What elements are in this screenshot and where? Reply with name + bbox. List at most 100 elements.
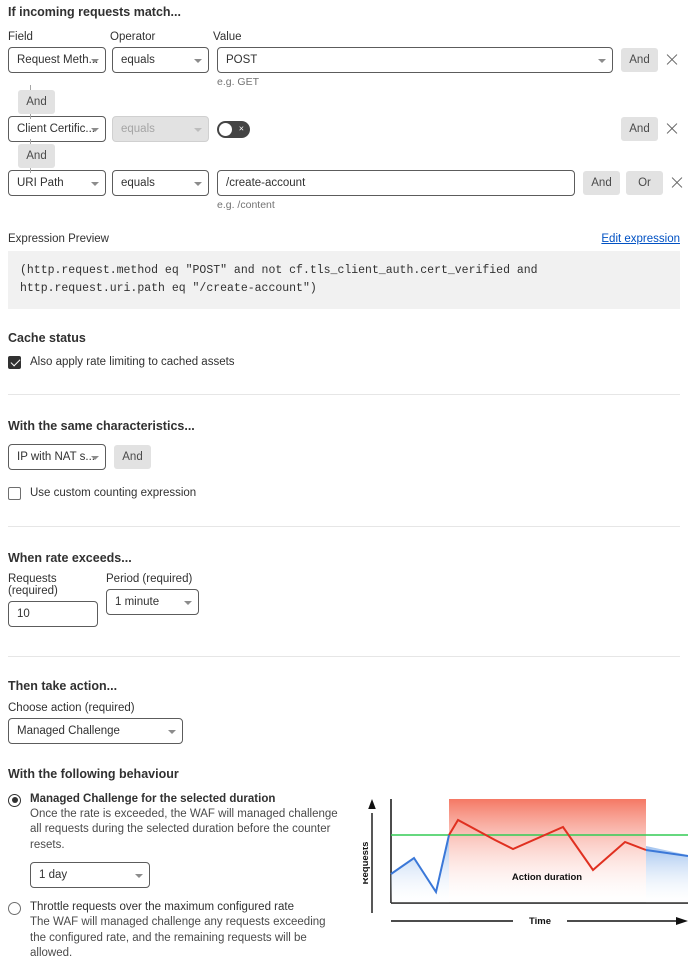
value-hint-3: e.g. /content: [217, 199, 275, 211]
value-cell-3: /create-account e.g. /content: [217, 170, 575, 211]
value-hint-1: e.g. GET: [217, 76, 260, 88]
requests-group: Requests (required) 10: [8, 573, 98, 627]
rule-connector-1: And: [8, 85, 680, 119]
custom-counting-checkbox[interactable]: [8, 486, 21, 500]
period-select[interactable]: 1 minute: [106, 588, 199, 615]
rule-row-2: Client Certific... equals × And: [8, 116, 680, 142]
behaviour-radio-1[interactable]: [8, 793, 21, 807]
or-button-row-3[interactable]: Or: [626, 171, 663, 195]
choose-action-select[interactable]: Managed Challenge: [8, 717, 183, 744]
rate-limit-illustration-chart: Requests: [360, 793, 688, 962]
close-icon[interactable]: [664, 121, 680, 137]
row-actions-2: And: [621, 116, 680, 142]
and-button-row-2[interactable]: And: [621, 117, 658, 141]
characteristics-controls: IP with NAT s... And: [8, 443, 680, 470]
operator-select-3[interactable]: equals: [112, 170, 209, 196]
action-duration-band: [449, 798, 646, 903]
close-icon[interactable]: [669, 175, 685, 191]
rule-row-3: URI Path equals /create-account e.g. /co…: [8, 170, 680, 211]
chevron-down-icon: [91, 128, 99, 132]
cached-assets-row[interactable]: Also apply rate limiting to cached asset…: [8, 355, 680, 369]
behaviour-section: With the following behaviour Managed Cha…: [8, 766, 688, 962]
chevron-down-icon: [135, 874, 143, 879]
close-icon[interactable]: [664, 52, 680, 68]
chevron-down-icon: [168, 729, 176, 734]
rule-row-1: Request Meth... equals POST e.g. GET And: [8, 47, 680, 88]
chevron-down-icon: [598, 59, 606, 63]
period-label: Period (required): [106, 572, 193, 585]
expression-preview-text: (http.request.method eq "POST" and not c…: [8, 251, 680, 309]
chevron-down-icon: [194, 182, 202, 186]
requests-input[interactable]: 10: [8, 600, 98, 627]
toggle-knob: [219, 122, 232, 136]
operator-select-2: equals: [112, 116, 209, 142]
period-select-value: 1 minute: [115, 595, 160, 608]
choose-action-value: Managed Challenge: [17, 724, 120, 737]
duration-select-value: 1 day: [39, 869, 68, 882]
behaviour-option-1[interactable]: Managed Challenge for the selected durat…: [8, 793, 353, 889]
edit-expression-link[interactable]: Edit expression: [601, 233, 680, 245]
custom-counting-label: Use custom counting expression: [30, 487, 197, 500]
cache-status-section: Cache status Also apply rate limiting to…: [8, 331, 680, 369]
cache-status-heading: Cache status: [8, 330, 86, 345]
and-button-row-3[interactable]: And: [583, 171, 620, 195]
column-header-field: Field: [8, 31, 33, 43]
requests-label: Requests (required): [8, 572, 58, 597]
behaviour-option-1-desc: Once the rate is exceeded, the WAF will …: [30, 807, 338, 851]
operator-select-2-value: equals: [121, 123, 155, 135]
behaviour-heading: With the following behaviour: [8, 766, 179, 781]
chevron-down-icon: [194, 128, 202, 132]
behaviour-option-2[interactable]: Throttle requests over the maximum confi…: [8, 901, 353, 962]
chevron-down-icon: [184, 600, 192, 605]
characteristics-heading: With the same characteristics...: [8, 418, 195, 433]
value-select-1-value: POST: [226, 54, 258, 66]
rate-heading: When rate exceeds...: [8, 550, 132, 565]
match-section: If incoming requests match...: [8, 0, 680, 19]
field-select-1-value: Request Meth...: [17, 54, 99, 66]
rate-controls: Requests (required) 10 Period (required)…: [8, 573, 680, 627]
characteristic-select-value: IP with NAT s...: [17, 450, 95, 463]
divider-2: [8, 525, 680, 527]
expression-preview-header: Expression Preview Edit expression: [8, 233, 680, 245]
connector-line-bottom: [30, 166, 31, 173]
behaviour-radio-2[interactable]: [8, 902, 21, 916]
duration-select[interactable]: 1 day: [30, 862, 150, 889]
rule-builder: Field Operator Value Request Meth... equ…: [8, 31, 680, 211]
field-select-3[interactable]: URI Path: [8, 170, 106, 196]
value-select-1[interactable]: POST: [217, 47, 613, 73]
value-input-3[interactable]: /create-account: [217, 170, 575, 196]
connector-line-top: [30, 139, 31, 146]
operator-select-1-value: equals: [121, 54, 155, 66]
chevron-down-icon: [194, 59, 202, 63]
requests-line-above-threshold: [448, 818, 647, 872]
divider-3: [8, 655, 680, 657]
expression-preview-label: Expression Preview: [8, 233, 109, 245]
row-actions-3: And Or: [583, 170, 685, 196]
operator-select-3-value: equals: [121, 177, 155, 189]
operator-select-1[interactable]: equals: [112, 47, 209, 73]
and-button-row-1[interactable]: And: [621, 48, 658, 72]
custom-counting-row[interactable]: Use custom counting expression: [8, 486, 680, 500]
chevron-down-icon: [91, 455, 99, 460]
characteristic-select[interactable]: IP with NAT s...: [8, 443, 106, 470]
connector-and-button-2[interactable]: And: [18, 144, 55, 168]
characteristics-section: With the same characteristics... IP with…: [8, 419, 680, 500]
connector-and-button-1[interactable]: And: [18, 90, 55, 114]
field-select-1[interactable]: Request Meth...: [8, 47, 106, 73]
cert-verified-toggle[interactable]: ×: [217, 120, 250, 138]
rate-section: When rate exceeds... Requests (required)…: [8, 551, 680, 627]
rule-connector-2: And: [8, 139, 680, 173]
cached-assets-label: Also apply rate limiting to cached asset…: [30, 356, 235, 369]
page-title: If incoming requests match...: [8, 5, 181, 19]
connector-line-top: [30, 85, 31, 92]
cached-assets-checkbox[interactable]: [8, 355, 21, 369]
action-duration-annotation: Action duration: [512, 872, 582, 883]
chart-svg: Requests: [360, 798, 688, 928]
characteristics-and-button[interactable]: And: [114, 444, 151, 469]
period-group: Period (required) 1 minute: [106, 573, 199, 627]
row-actions-1: And: [621, 47, 680, 73]
requests-line-below-threshold-right: [645, 848, 688, 857]
rule-column-headers: Field Operator Value: [8, 31, 680, 43]
field-select-2[interactable]: Client Certific...: [8, 116, 106, 142]
behaviour-option-1-title: Managed Challenge for the selected durat…: [30, 792, 276, 805]
